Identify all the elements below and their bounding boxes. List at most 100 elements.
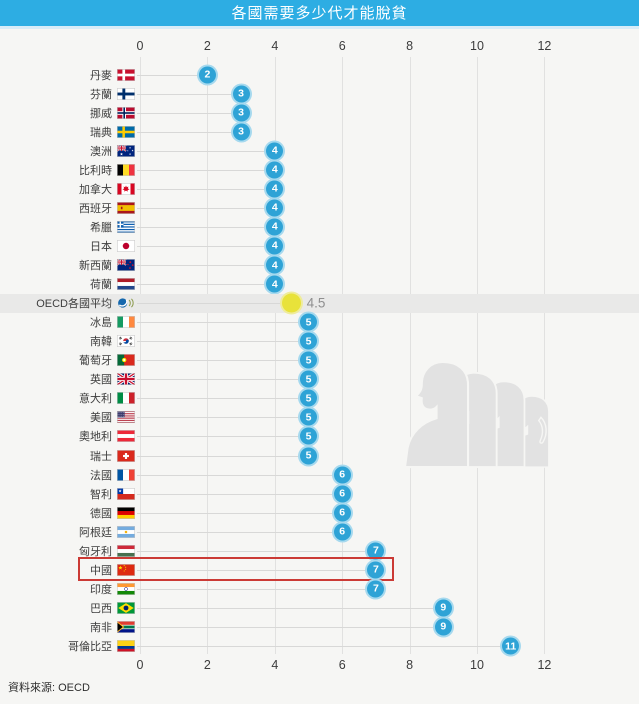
chart-row: 葡萄牙 5 [0, 351, 639, 370]
china-flag-icon [117, 563, 135, 576]
country-label: OECD各國平均 [36, 298, 112, 311]
brazil-flag-icon [117, 602, 135, 614]
average-value-label: 4.5 [306, 295, 326, 311]
gridline [274, 57, 276, 654]
chart-row: 丹麥 2 [0, 65, 639, 84]
row-connector-line [137, 265, 275, 267]
row-connector-line [137, 646, 511, 648]
sweden-flag-icon [117, 125, 135, 138]
country-label: 南非 [90, 621, 112, 634]
x-axis-top: 0 2 4 6 8 10 12 [0, 39, 639, 55]
value-dot: 7 [367, 542, 385, 560]
ireland-flag-icon [117, 316, 135, 329]
axis-tick-label: 2 [203, 39, 211, 53]
chart-row: 匈牙利 7 [0, 541, 639, 560]
country-label: 芬蘭 [90, 88, 112, 101]
axis-tick-label: 6 [338, 39, 346, 53]
chart-row: 比利時 4 [0, 160, 639, 179]
chart-row: 阿根廷 6 [0, 522, 639, 541]
switzerland-flag-icon [117, 449, 135, 462]
chart-row: 瑞士 5 [0, 446, 639, 465]
netherlands-flag-icon [117, 278, 135, 290]
row-connector-line [137, 284, 275, 286]
row-connector-line [137, 474, 343, 476]
value-dot: 9 [434, 618, 452, 636]
canada-flag-icon [117, 182, 135, 195]
country-label: 冰島 [90, 317, 112, 330]
country-label: 匈牙利 [79, 545, 112, 558]
country-label: 澳洲 [90, 145, 112, 158]
country-label: 西班牙 [79, 202, 112, 215]
hungary-flag-icon [117, 544, 135, 557]
chart-row: 印度 7 [0, 579, 639, 598]
finland-flag-icon [117, 87, 135, 100]
row-connector-line [137, 93, 242, 95]
chart-row: 加拿大 4 [0, 179, 639, 198]
country-label: 新西蘭 [79, 260, 112, 273]
country-label: 葡萄牙 [79, 355, 112, 368]
row-connector-line [137, 512, 343, 514]
chart-row: 法國 6 [0, 465, 639, 484]
germany-flag-icon [117, 506, 135, 519]
row-connector-line [137, 245, 275, 247]
row-connector-line [137, 322, 309, 324]
chart-row: 希臘 4 [0, 217, 639, 236]
country-label: 中國 [90, 564, 112, 577]
value-dot: 6 [333, 466, 351, 484]
gridline [140, 57, 141, 654]
row-connector-line [137, 398, 309, 400]
usa-flag-icon [117, 411, 135, 424]
country-label: 希臘 [90, 221, 112, 234]
country-label: 日本 [90, 240, 112, 253]
chart-row: OECD各國平均 4.5 [0, 293, 639, 313]
row-connector-line [137, 455, 309, 457]
value-dot: 3 [232, 104, 250, 122]
axis-tick-label: 0 [136, 39, 144, 53]
row-connector-line [137, 588, 376, 590]
axis-tick-label: 8 [406, 39, 414, 53]
chart-row: 德國 6 [0, 503, 639, 522]
gridline [409, 57, 411, 654]
south-korea-flag-icon [117, 335, 135, 348]
chart-row: 冰島 5 [0, 313, 639, 332]
axis-tick-label: 10 [470, 39, 484, 53]
x-axis-bottom: 0 2 4 6 8 10 12 [0, 658, 639, 674]
portugal-flag-icon [117, 354, 135, 367]
value-dot: 3 [232, 123, 250, 141]
chart-row: 新西蘭 4 [0, 256, 639, 275]
spain-flag-icon [117, 202, 135, 214]
axis-tick-label: 4 [271, 658, 279, 672]
value-dot: 4 [266, 161, 284, 179]
value-dot: 5 [300, 408, 317, 426]
chart-row: 英國 5 [0, 370, 639, 389]
value-dot: 4 [266, 218, 284, 236]
value-dot: 5 [300, 313, 317, 331]
south-africa-flag-icon [117, 621, 135, 633]
chile-flag-icon [117, 487, 135, 500]
row-connector-line [137, 303, 292, 305]
value-dot: 5 [300, 332, 317, 350]
axis-tick-label: 2 [203, 658, 211, 672]
chart-row: 哥倫比亞 11 [0, 637, 639, 656]
gridline [207, 57, 209, 654]
generations-watermark-illustration [405, 360, 550, 469]
italy-flag-icon [117, 392, 135, 405]
value-dot: 5 [300, 389, 317, 407]
chart-row: 挪威 3 [0, 103, 639, 122]
chart-title: 各國需要多少代才能脫貧 [0, 0, 639, 29]
country-label: 巴西 [90, 602, 112, 615]
country-label: 印度 [90, 583, 112, 596]
axis-tick-label: 12 [537, 39, 552, 53]
chart-row: 西班牙 4 [0, 198, 639, 217]
japan-flag-icon [117, 240, 135, 252]
value-dot: 4 [266, 180, 284, 198]
chart-row: 美國 5 [0, 408, 639, 427]
chart-row: 巴西 9 [0, 598, 639, 617]
row-connector-line [137, 169, 275, 171]
chart-row: 荷蘭 4 [0, 275, 639, 294]
norway-flag-icon [117, 106, 135, 119]
value-dot: 7 [367, 561, 385, 579]
chart-row: 瑞典 3 [0, 122, 639, 141]
row-connector-line [137, 607, 444, 609]
source-note: 資料來源: OECD [8, 682, 90, 694]
